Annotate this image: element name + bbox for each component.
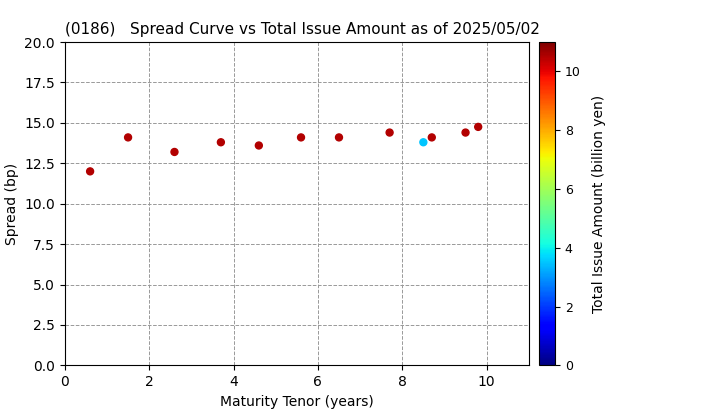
Point	[418, 139, 429, 146]
Point	[84, 168, 96, 175]
Text: (0186)   Spread Curve vs Total Issue Amount as of 2025/05/02: (0186) Spread Curve vs Total Issue Amoun…	[65, 22, 540, 37]
Point	[253, 142, 265, 149]
Point	[460, 129, 472, 136]
Point	[168, 149, 180, 155]
Point	[426, 134, 438, 141]
Point	[333, 134, 345, 141]
Point	[295, 134, 307, 141]
Point	[122, 134, 134, 141]
Y-axis label: Total Issue Amount (billion yen): Total Issue Amount (billion yen)	[592, 94, 606, 313]
Point	[215, 139, 227, 146]
Y-axis label: Spread (bp): Spread (bp)	[5, 163, 19, 245]
Point	[472, 123, 484, 130]
Point	[384, 129, 395, 136]
X-axis label: Maturity Tenor (years): Maturity Tenor (years)	[220, 395, 374, 409]
